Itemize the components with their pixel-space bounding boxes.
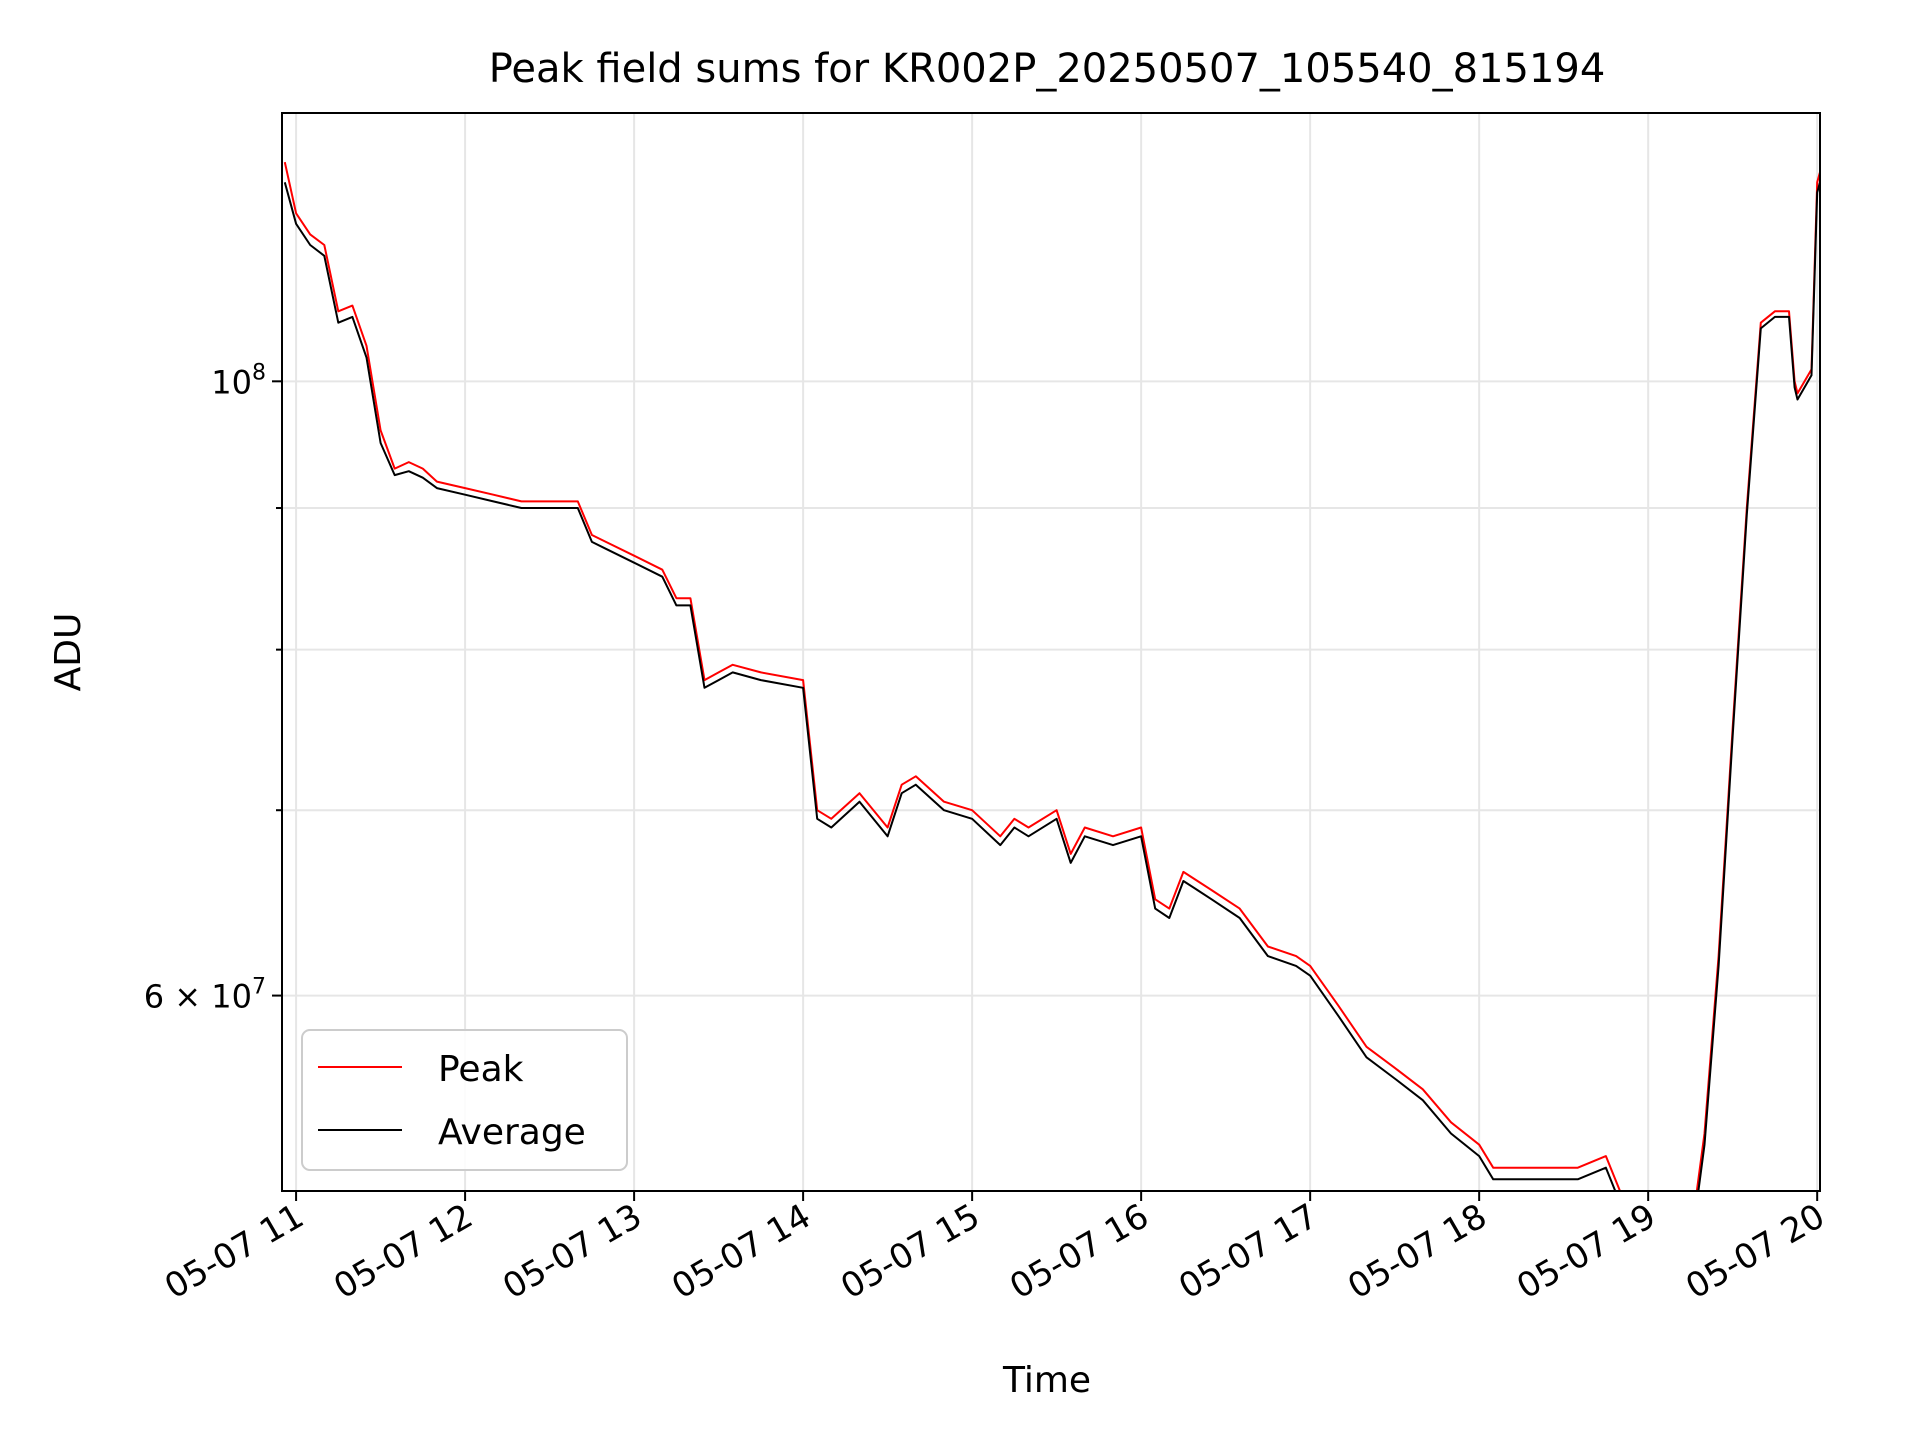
- series-line-peak: [283, 161, 1820, 1191]
- legend-peak-label: Peak: [438, 1049, 524, 1090]
- series-line-average: [283, 182, 1820, 1191]
- grid: [282, 113, 1820, 1191]
- y-tick-label: 6 × 107: [144, 975, 266, 1016]
- chart-title: Peak field sums for KR002P_20250507_1055…: [489, 46, 1606, 92]
- y-axis-label: ADU: [48, 613, 89, 692]
- legend-average-label: Average: [438, 1112, 586, 1153]
- axes-frame: [281, 112, 1821, 1192]
- plot-area: [283, 161, 1820, 1191]
- legend: Peak Average: [301, 1029, 628, 1171]
- legend-box: [301, 1029, 628, 1171]
- x-axis-label: Time: [1002, 1360, 1091, 1401]
- y-tick-label: 108: [211, 360, 266, 401]
